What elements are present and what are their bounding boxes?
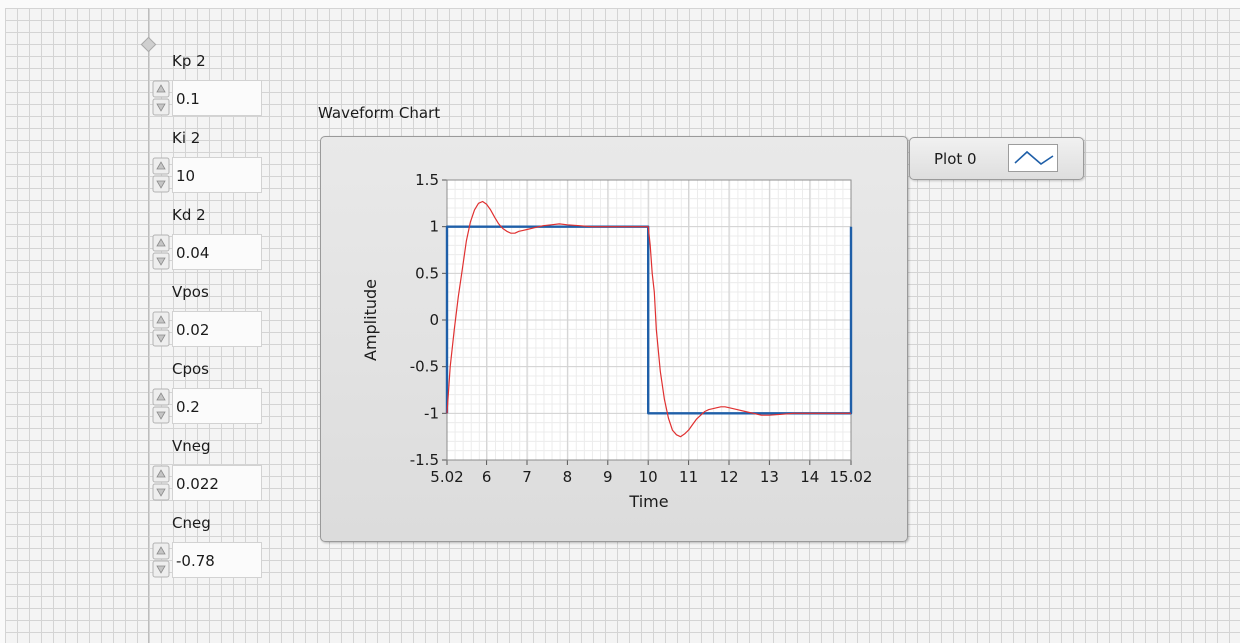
x-tick-label: 10: [639, 468, 658, 486]
y-tick-label: 0.5: [415, 264, 439, 282]
control-label: Vpos: [172, 283, 209, 301]
control-value-field[interactable]: 0.022: [172, 465, 262, 501]
legend-line-swatch-icon[interactable]: [1008, 144, 1058, 172]
x-tick-label: 6: [482, 468, 492, 486]
x-tick-label: 13: [760, 468, 779, 486]
x-tick-label: 14: [800, 468, 819, 486]
canvas-top-edge: [0, 0, 1240, 8]
increment-decrement-spinner[interactable]: [152, 388, 170, 424]
increment-decrement-spinner[interactable]: [152, 311, 170, 347]
control-value-field[interactable]: 0.1: [172, 80, 262, 116]
x-tick-label: 11: [679, 468, 698, 486]
control-label: Cpos: [172, 360, 209, 378]
control-value-field[interactable]: 10: [172, 157, 262, 193]
legend-plot-name: Plot 0: [934, 150, 977, 168]
x-tick-label: 8: [563, 468, 573, 486]
increment-decrement-spinner[interactable]: [152, 80, 170, 116]
y-tick-label: 0: [429, 311, 439, 329]
y-tick-label: -1: [424, 404, 439, 422]
control-label: Vneg: [172, 437, 211, 455]
x-tick-label: 15.02: [830, 468, 873, 486]
y-tick-label: -0.5: [410, 358, 439, 376]
plot-legend[interactable]: Plot 0: [909, 137, 1084, 180]
chart-plot[interactable]: 5.02 6 7 8 9 10 11 12 13 14 15.02 1.5 1 0.5 0 -0.5 -1 -1.…: [320, 136, 908, 542]
increment-decrement-spinner[interactable]: [152, 234, 170, 270]
x-axis-title: Time: [628, 492, 668, 511]
y-tick-label: 1: [429, 218, 439, 236]
control-label: Cneg: [172, 514, 211, 532]
control-label: Kp 2: [172, 52, 206, 70]
control-label: Kd 2: [172, 206, 206, 224]
x-tick-label: 5.02: [430, 468, 463, 486]
control-value-field[interactable]: -0.78: [172, 542, 262, 578]
y-axis-title: Amplitude: [361, 279, 380, 361]
control-value-field[interactable]: 0.02: [172, 311, 262, 347]
y-tick-label: -1.5: [410, 451, 439, 469]
origin-guide-line: [148, 8, 149, 643]
canvas-left-edge: [0, 0, 5, 643]
control-value-field[interactable]: 0.2: [172, 388, 262, 424]
control-value-field[interactable]: 0.04: [172, 234, 262, 270]
increment-decrement-spinner[interactable]: [152, 542, 170, 578]
origin-marker: [140, 36, 157, 53]
x-tick-label: 7: [522, 468, 532, 486]
x-tick-label: 12: [719, 468, 738, 486]
series-response-line: [446, 200, 851, 438]
y-tick-label: 1.5: [415, 171, 439, 189]
series-setpoint-line: [445, 225, 853, 415]
control-label: Ki 2: [172, 129, 201, 147]
chart-label: Waveform Chart: [318, 104, 441, 122]
increment-decrement-spinner[interactable]: [152, 157, 170, 193]
increment-decrement-spinner[interactable]: [152, 465, 170, 501]
x-tick-label: 9: [603, 468, 613, 486]
